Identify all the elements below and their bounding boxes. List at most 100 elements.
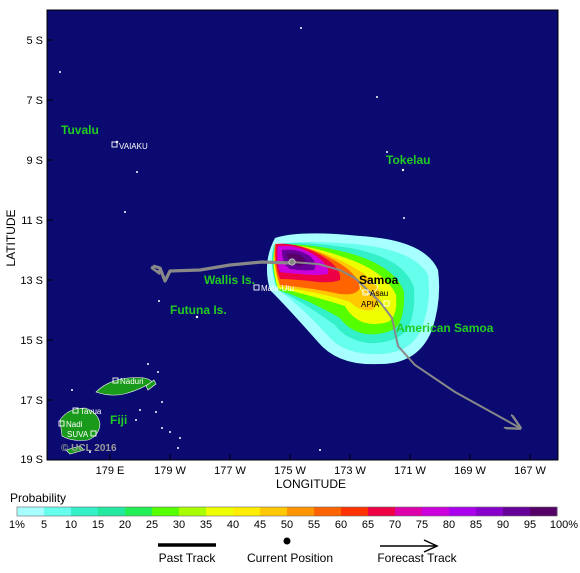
copyright-label: © UCL 2016 <box>61 443 117 454</box>
y-axis-title: LATITUDE <box>4 209 18 266</box>
legend-swatch <box>287 507 315 516</box>
region-label-tuvalu: Tuvalu <box>61 123 99 137</box>
city-label-tavua: Tavua <box>80 407 102 416</box>
legend-swatch <box>206 507 234 516</box>
legend-label: 55 <box>308 519 320 531</box>
city-label-mata-utu: Mata-Utu <box>261 284 294 293</box>
legend-label: 10 <box>65 519 77 531</box>
legend-label: 35 <box>200 519 212 531</box>
legend-label: 75 <box>416 519 428 531</box>
region-label-fiji: Fiji <box>110 413 127 427</box>
legend-label: 50 <box>281 519 293 531</box>
land-taveuni <box>145 379 157 391</box>
legend-label: 65 <box>362 519 374 531</box>
city-marker-mata-utu <box>253 284 260 291</box>
islet <box>124 211 126 213</box>
islet <box>179 437 181 439</box>
legend-colorbar-border <box>16 506 558 517</box>
islet <box>147 363 149 365</box>
legend-title: Probability <box>10 491 66 505</box>
region-label-samoa: Samoa <box>359 273 399 287</box>
legend-label: 15 <box>92 519 104 531</box>
legend-swatch <box>314 507 342 516</box>
city-marker-asau <box>362 289 369 296</box>
current-position-key-dot <box>283 537 291 545</box>
legend-swatch <box>449 507 477 516</box>
islet <box>139 409 141 411</box>
islet <box>136 171 138 173</box>
region-label-tokelau: Tokelau <box>386 153 430 167</box>
land-savaii <box>359 282 379 295</box>
city-label-asau: Asau <box>370 289 388 298</box>
lat-tick-label: 17 S <box>20 395 43 407</box>
legend-label: 20 <box>119 519 131 531</box>
land <box>59 282 379 455</box>
islet <box>59 71 61 73</box>
islet <box>158 300 160 302</box>
region-label-wallis: Wallis Is. <box>204 273 255 287</box>
legend-swatch <box>260 507 288 516</box>
small-islands <box>59 27 405 453</box>
legend-swatch <box>179 507 207 516</box>
islet <box>135 419 137 421</box>
legend-swatch <box>503 507 531 516</box>
lon-ticks <box>109 454 531 460</box>
lon-tick-label: 179 E <box>96 465 125 477</box>
islet <box>89 451 91 453</box>
legend-label: 40 <box>227 519 239 531</box>
plot-frame <box>46 9 559 461</box>
city-label-vaiaku: VAIAKU <box>119 142 148 151</box>
probability-swath <box>266 233 440 365</box>
lat-tick-label: 11 S <box>21 215 43 227</box>
lat-tick-label: 19 S <box>20 454 43 466</box>
legend-label: 25 <box>146 519 158 531</box>
islet <box>401 168 405 172</box>
lon-tick-label: 175 W <box>274 465 306 477</box>
lat-ticks <box>47 39 53 461</box>
islet <box>300 27 302 29</box>
region-label-futuna: Futuna Is. <box>170 303 227 317</box>
past-track-hook <box>150 265 162 275</box>
lon-tick-label: 179 W <box>154 465 186 477</box>
islet <box>386 151 388 153</box>
legend-label: 100% <box>550 519 578 531</box>
legend-swatch <box>71 507 99 516</box>
legend-swatch <box>368 507 396 516</box>
legend-label: 45 <box>254 519 266 531</box>
lon-tick-label: 171 W <box>394 465 426 477</box>
islet <box>155 411 157 413</box>
city-label-suva: SUVA <box>67 430 89 439</box>
region-label-american-samoa: American Samoa <box>396 321 494 335</box>
city-markers <box>58 141 390 437</box>
legend-swatch <box>44 507 72 516</box>
current-position-marker <box>288 258 296 266</box>
legend-label: 60 <box>335 519 347 531</box>
forecast-track-line <box>291 261 520 428</box>
islet <box>157 371 159 373</box>
islet <box>177 447 179 449</box>
lon-tick-label: 167 W <box>514 465 546 477</box>
city-marker-vaiaku <box>111 141 118 148</box>
islet <box>403 217 405 219</box>
legend-label: 70 <box>389 519 401 531</box>
legend-label: 90 <box>497 519 509 531</box>
city-marker-naduri <box>112 377 119 384</box>
legend-swatch <box>125 507 153 516</box>
islet <box>71 389 73 391</box>
islet <box>169 431 171 433</box>
lat-tick-label: 7 S <box>26 95 43 107</box>
islet <box>319 449 321 451</box>
legend-label: 5 <box>41 519 47 531</box>
city-marker-suva <box>90 430 97 437</box>
current-position-key-label: Current Position <box>247 551 333 565</box>
lat-tick-label: 13 S <box>20 275 43 287</box>
city-label-naduri: Naduri <box>120 377 144 386</box>
islet <box>161 401 163 403</box>
legend-label: 1% <box>9 519 25 531</box>
legend-swatch <box>476 507 504 516</box>
city-marker-nadi <box>58 420 65 427</box>
lat-tick-label: 15 S <box>20 335 43 347</box>
forecast-track-key-label: Forecast Track <box>377 551 457 565</box>
legend-label: 30 <box>173 519 185 531</box>
city-marker-apia <box>383 300 390 307</box>
